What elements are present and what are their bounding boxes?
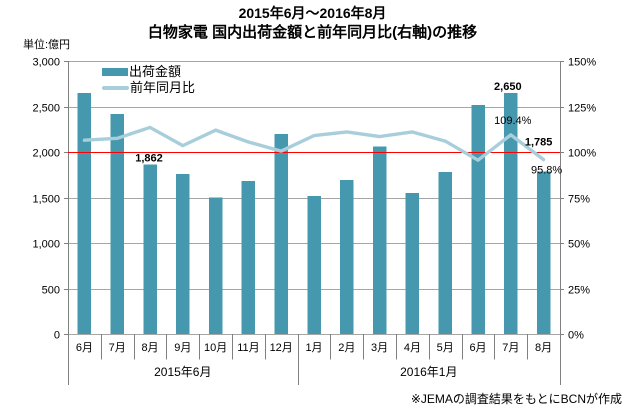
chart-title-main: 白物家電 国内出荷金額と前年同月比(右軸)の推移 xyxy=(147,24,478,41)
month-label: 6月 xyxy=(76,342,93,354)
month-label: 5月 xyxy=(437,342,454,354)
yoy-line xyxy=(82,125,546,162)
line-series-swatch-icon xyxy=(102,86,129,90)
month-label: 11月 xyxy=(237,342,259,354)
month-label: 8月 xyxy=(535,342,552,354)
month-label: 7月 xyxy=(502,342,519,354)
shipment-bar xyxy=(438,172,452,334)
shipment-bar xyxy=(372,146,387,334)
shipment-bar xyxy=(307,196,321,334)
bar-series-swatch-icon xyxy=(102,68,128,76)
chart-title-range: 2015年6月～2016年8月 xyxy=(238,5,387,21)
month-label: 10月 xyxy=(204,342,227,354)
left-axis-tick-label: 2,000 xyxy=(32,148,60,160)
right-axis-tick-label: 25% xyxy=(568,285,590,297)
legend-label-shipment: 出荷金額 xyxy=(129,64,182,79)
shipment-bar xyxy=(143,164,157,334)
annotation-label: 1,862 xyxy=(135,153,163,165)
left-axis-tick-label: 1,500 xyxy=(32,194,60,206)
year-group-label: 2016年1月 xyxy=(400,365,457,379)
right-axis-tick-label: 75% xyxy=(568,194,590,206)
month-label: 12月 xyxy=(270,342,293,354)
month-label: 9月 xyxy=(174,342,191,354)
shipment-bar xyxy=(110,113,124,334)
left-axis-tick-label: 0 xyxy=(54,330,60,342)
shipment-bar xyxy=(208,197,223,334)
annotation-label: 2,650 xyxy=(494,81,522,93)
month-label: 7月 xyxy=(109,342,126,354)
legend: 出荷金額 前年同月比 xyxy=(102,65,195,97)
right-axis-tick-label: 150% xyxy=(568,57,596,69)
shipment-bar xyxy=(504,92,518,334)
left-axis-tick-label: 2,500 xyxy=(32,103,60,115)
annotation-label: 95.8% xyxy=(531,165,562,177)
shipment-bar xyxy=(340,179,354,334)
legend-item-yoy: 前年同月比 xyxy=(102,81,195,95)
shipment-bar xyxy=(241,181,256,334)
right-axis-tick-label: 125% xyxy=(568,103,596,115)
shipment-bar xyxy=(77,92,92,334)
annotation-label: 109.4% xyxy=(494,115,532,127)
left-axis-unit-label: 単位:億円 xyxy=(23,39,71,51)
shipment-bar xyxy=(405,192,420,334)
source-note: ※JEMAの調査結果をもとにBCNが作成 xyxy=(410,392,622,406)
legend-item-shipment: 出荷金額 xyxy=(102,65,195,79)
left-axis-tick-label: 1,000 xyxy=(32,239,60,251)
month-label: 4月 xyxy=(404,342,421,354)
shipment-bar xyxy=(274,133,288,334)
right-axis-tick-label: 0% xyxy=(568,330,584,342)
month-label: 8月 xyxy=(141,342,158,354)
shipment-bar xyxy=(176,173,190,334)
shipment-bar xyxy=(471,105,485,334)
month-label: 2月 xyxy=(338,342,355,354)
month-label: 1月 xyxy=(305,342,322,354)
left-axis-tick-label: 3,000 xyxy=(32,57,60,69)
right-axis-tick-label: 100% xyxy=(568,148,596,160)
shipment-bar xyxy=(536,171,551,334)
annotation-label: 1,785 xyxy=(525,137,553,149)
right-axis-tick-label: 50% xyxy=(568,239,590,251)
month-label: 3月 xyxy=(371,342,388,354)
legend-label-yoy: 前年同月比 xyxy=(130,80,196,95)
year-group-label: 2015年6月 xyxy=(154,365,211,379)
month-label: 6月 xyxy=(469,342,486,354)
left-axis-tick-label: 500 xyxy=(42,285,60,297)
